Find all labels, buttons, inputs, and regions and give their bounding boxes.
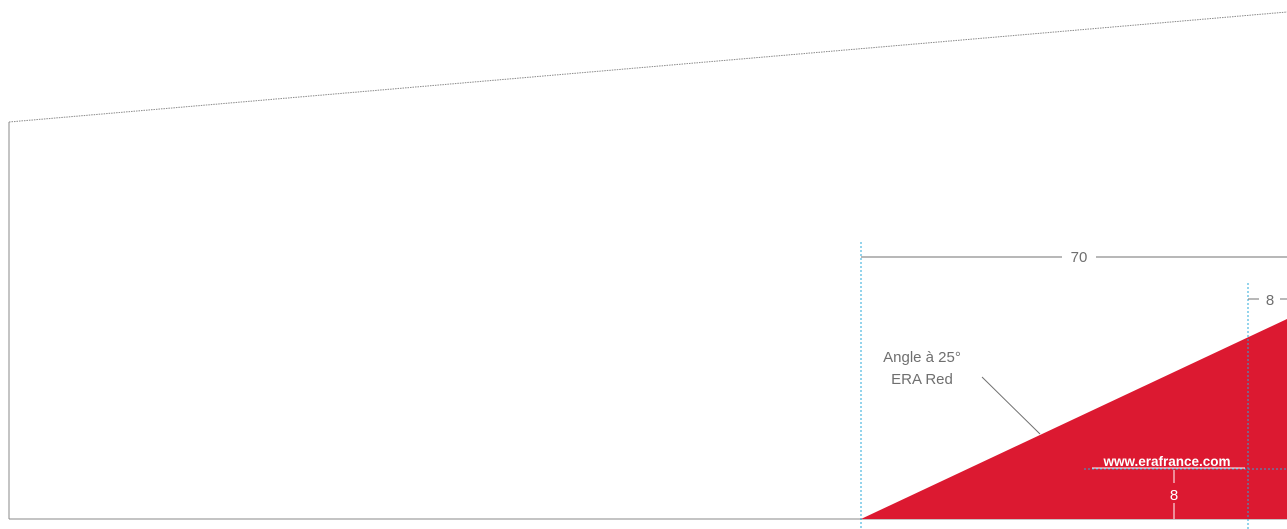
dimension-8-inner-label: 8: [1170, 487, 1178, 504]
dimension-70: 70: [861, 249, 1287, 266]
dimension-8-right-label: 8: [1266, 292, 1274, 309]
website-block: www.erafrance.com: [1092, 454, 1245, 469]
annotation-line-2: ERA Red: [891, 371, 953, 388]
annotation-leader-line: [981, 376, 1041, 435]
sheet-top-edge: [8, 11, 1287, 123]
dimension-8-right: 8: [1248, 292, 1287, 309]
dimension-70-label: 70: [1071, 249, 1088, 266]
website-url: www.erafrance.com: [1102, 454, 1230, 469]
annotation-line-1: Angle à 25°: [883, 349, 961, 366]
angle-annotation: Angle à 25° ERA Red: [883, 349, 1041, 435]
dimension-8-inner: 8: [1170, 470, 1178, 519]
